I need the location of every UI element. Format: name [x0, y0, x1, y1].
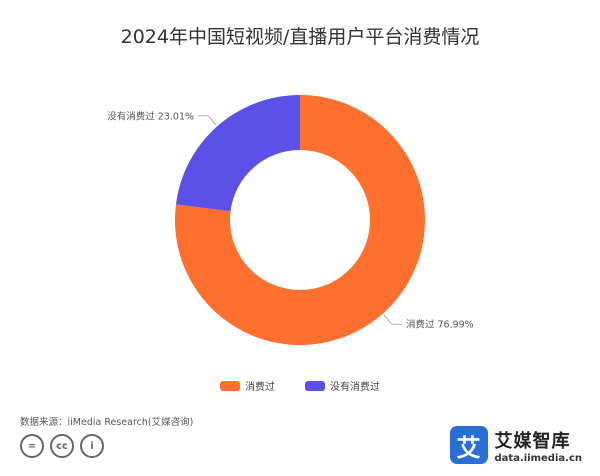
legend-item-consumed[interactable]: 消费过 [220, 378, 275, 393]
legend-label: 没有消费过 [330, 382, 380, 393]
legend-item-not-consumed[interactable]: 没有消费过 [305, 378, 380, 393]
chart-title: 2024年中国短视频/直播用户平台消费情况 [120, 26, 480, 48]
legend-swatch [220, 380, 240, 391]
equals-icon: = [20, 434, 44, 458]
brand-logo: 艾 [449, 426, 488, 464]
slice-not-consumed[interactable] [175, 95, 300, 212]
leader-line [383, 314, 402, 325]
slice-label-not-consumed: 没有消费过 23.01% [107, 110, 194, 122]
legend: 消费过 没有消费过 [0, 378, 600, 393]
legend-label: 消费过 [245, 382, 275, 393]
leader-line [198, 115, 217, 126]
brand-name: 艾媒智库 [494, 430, 571, 452]
source-text: 数据来源：iiMedia Research(艾媒咨询) [20, 417, 194, 428]
brand-url: data.iimedia.cn [494, 452, 582, 464]
slice-consumed[interactable] [174, 95, 426, 345]
legend-swatch [305, 380, 325, 391]
brand: 艾 艾媒智库 data.iimedia.cn [449, 426, 582, 464]
cc-icon: cc [50, 434, 74, 458]
slice-label-consumed: 消费过 76.99% [406, 319, 474, 331]
person-icon: i [80, 434, 104, 458]
license-icons: = cc i [20, 434, 104, 458]
